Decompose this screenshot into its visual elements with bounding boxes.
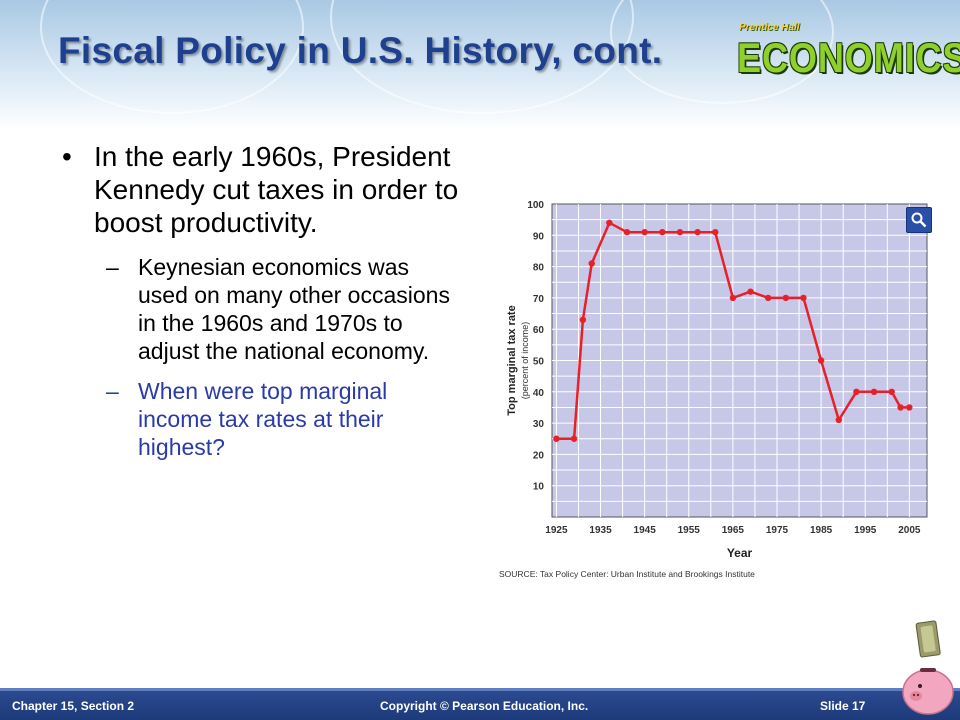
y-tick-label: 50: [533, 357, 545, 368]
logo-publisher: Prentice Hall: [739, 22, 800, 33]
data-point: [817, 357, 825, 364]
sub-point: – Keynesian economics was used on many o…: [106, 253, 462, 365]
x-tick-label: 1925: [545, 525, 568, 536]
x-tick-label: 1965: [722, 525, 745, 536]
magnifier-icon: [911, 212, 927, 228]
data-point: [888, 388, 895, 395]
data-point: [764, 294, 772, 302]
data-point: [570, 435, 578, 442]
data-point: [588, 260, 595, 267]
main-bullet-text: In the early 1960s, President Kennedy cu…: [94, 141, 459, 238]
y-axis-sublabel: (percent of income): [520, 322, 530, 400]
data-point: [853, 388, 860, 395]
tax-rate-chart: 10 20 30 40 50 60 70 80 90 100 1925 1935 1945 1955 196…: [499, 200, 928, 579]
question-text: When were top marginal income tax rates …: [138, 378, 388, 460]
x-tick-label: 1975: [766, 525, 789, 536]
data-point: [553, 435, 560, 442]
bullet-mark: •: [62, 141, 72, 172]
footer-divider: [0, 688, 960, 691]
footer-copyright: Copyright © Pearson Education, Inc.: [380, 699, 589, 713]
data-point: [641, 228, 648, 236]
question-point: – When were top marginal income tax rate…: [106, 377, 462, 461]
data-point: [694, 228, 701, 236]
source-note: SOURCE: Tax Policy Center: Urban Institu…: [499, 569, 755, 579]
y-tick-label: 70: [533, 294, 545, 305]
y-tick-label: 10: [533, 482, 545, 493]
data-point: [623, 228, 631, 236]
dash-mark: –: [106, 254, 119, 280]
data-point: [800, 294, 807, 302]
x-axis-label: Year: [727, 546, 753, 560]
x-tick-label: 1955: [678, 525, 701, 536]
data-point: [782, 294, 790, 302]
zoom-button[interactable]: [906, 207, 932, 233]
y-tick-label: 30: [533, 419, 545, 430]
data-point: [897, 404, 904, 411]
data-point: [676, 228, 684, 236]
dash-mark: –: [106, 378, 119, 404]
data-point: [712, 228, 719, 236]
data-point: [870, 388, 878, 395]
y-axis-label: Top marginal tax rate: [506, 305, 518, 415]
footer-slide-number: Slide 17: [820, 699, 866, 713]
y-tick-label: 80: [533, 263, 545, 274]
data-point: [835, 416, 842, 424]
logo-word: ECONOMICS: [737, 34, 960, 81]
x-tick-label: 2005: [898, 525, 921, 536]
sub-point-text: Keynesian economics was used on many oth…: [138, 254, 450, 364]
y-tick-label: 100: [527, 200, 544, 211]
x-tick-label: 1945: [634, 525, 657, 536]
x-tick-label: 1985: [810, 525, 833, 536]
x-tick-label: 1995: [854, 525, 877, 536]
piggy-bank-icon: [902, 620, 954, 715]
slide-title: Fiscal Policy in U.S. History, cont.: [58, 30, 663, 71]
y-tick-label: 90: [533, 231, 545, 242]
header-band: [0, 0, 960, 130]
economics-logo: Prentice Hall ECONOMICS: [737, 22, 960, 84]
data-point: [906, 404, 913, 411]
data-point: [579, 316, 587, 324]
data-point: [747, 288, 754, 295]
x-tick-label: 1935: [589, 525, 612, 536]
data-point: [659, 228, 666, 236]
y-tick-label: 60: [533, 325, 545, 336]
data-point: [729, 294, 737, 302]
footer-bar: Chapter 15, Section 2 Copyright © Pearso…: [0, 688, 960, 720]
main-bullet: • In the early 1960s, President Kennedy …: [62, 140, 462, 239]
slide-body: • In the early 1960s, President Kennedy …: [62, 140, 462, 461]
y-tick-label: 40: [533, 388, 545, 399]
y-tick-label: 20: [533, 450, 545, 461]
footer-chapter: Chapter 15, Section 2: [12, 699, 135, 713]
data-point: [606, 219, 613, 226]
